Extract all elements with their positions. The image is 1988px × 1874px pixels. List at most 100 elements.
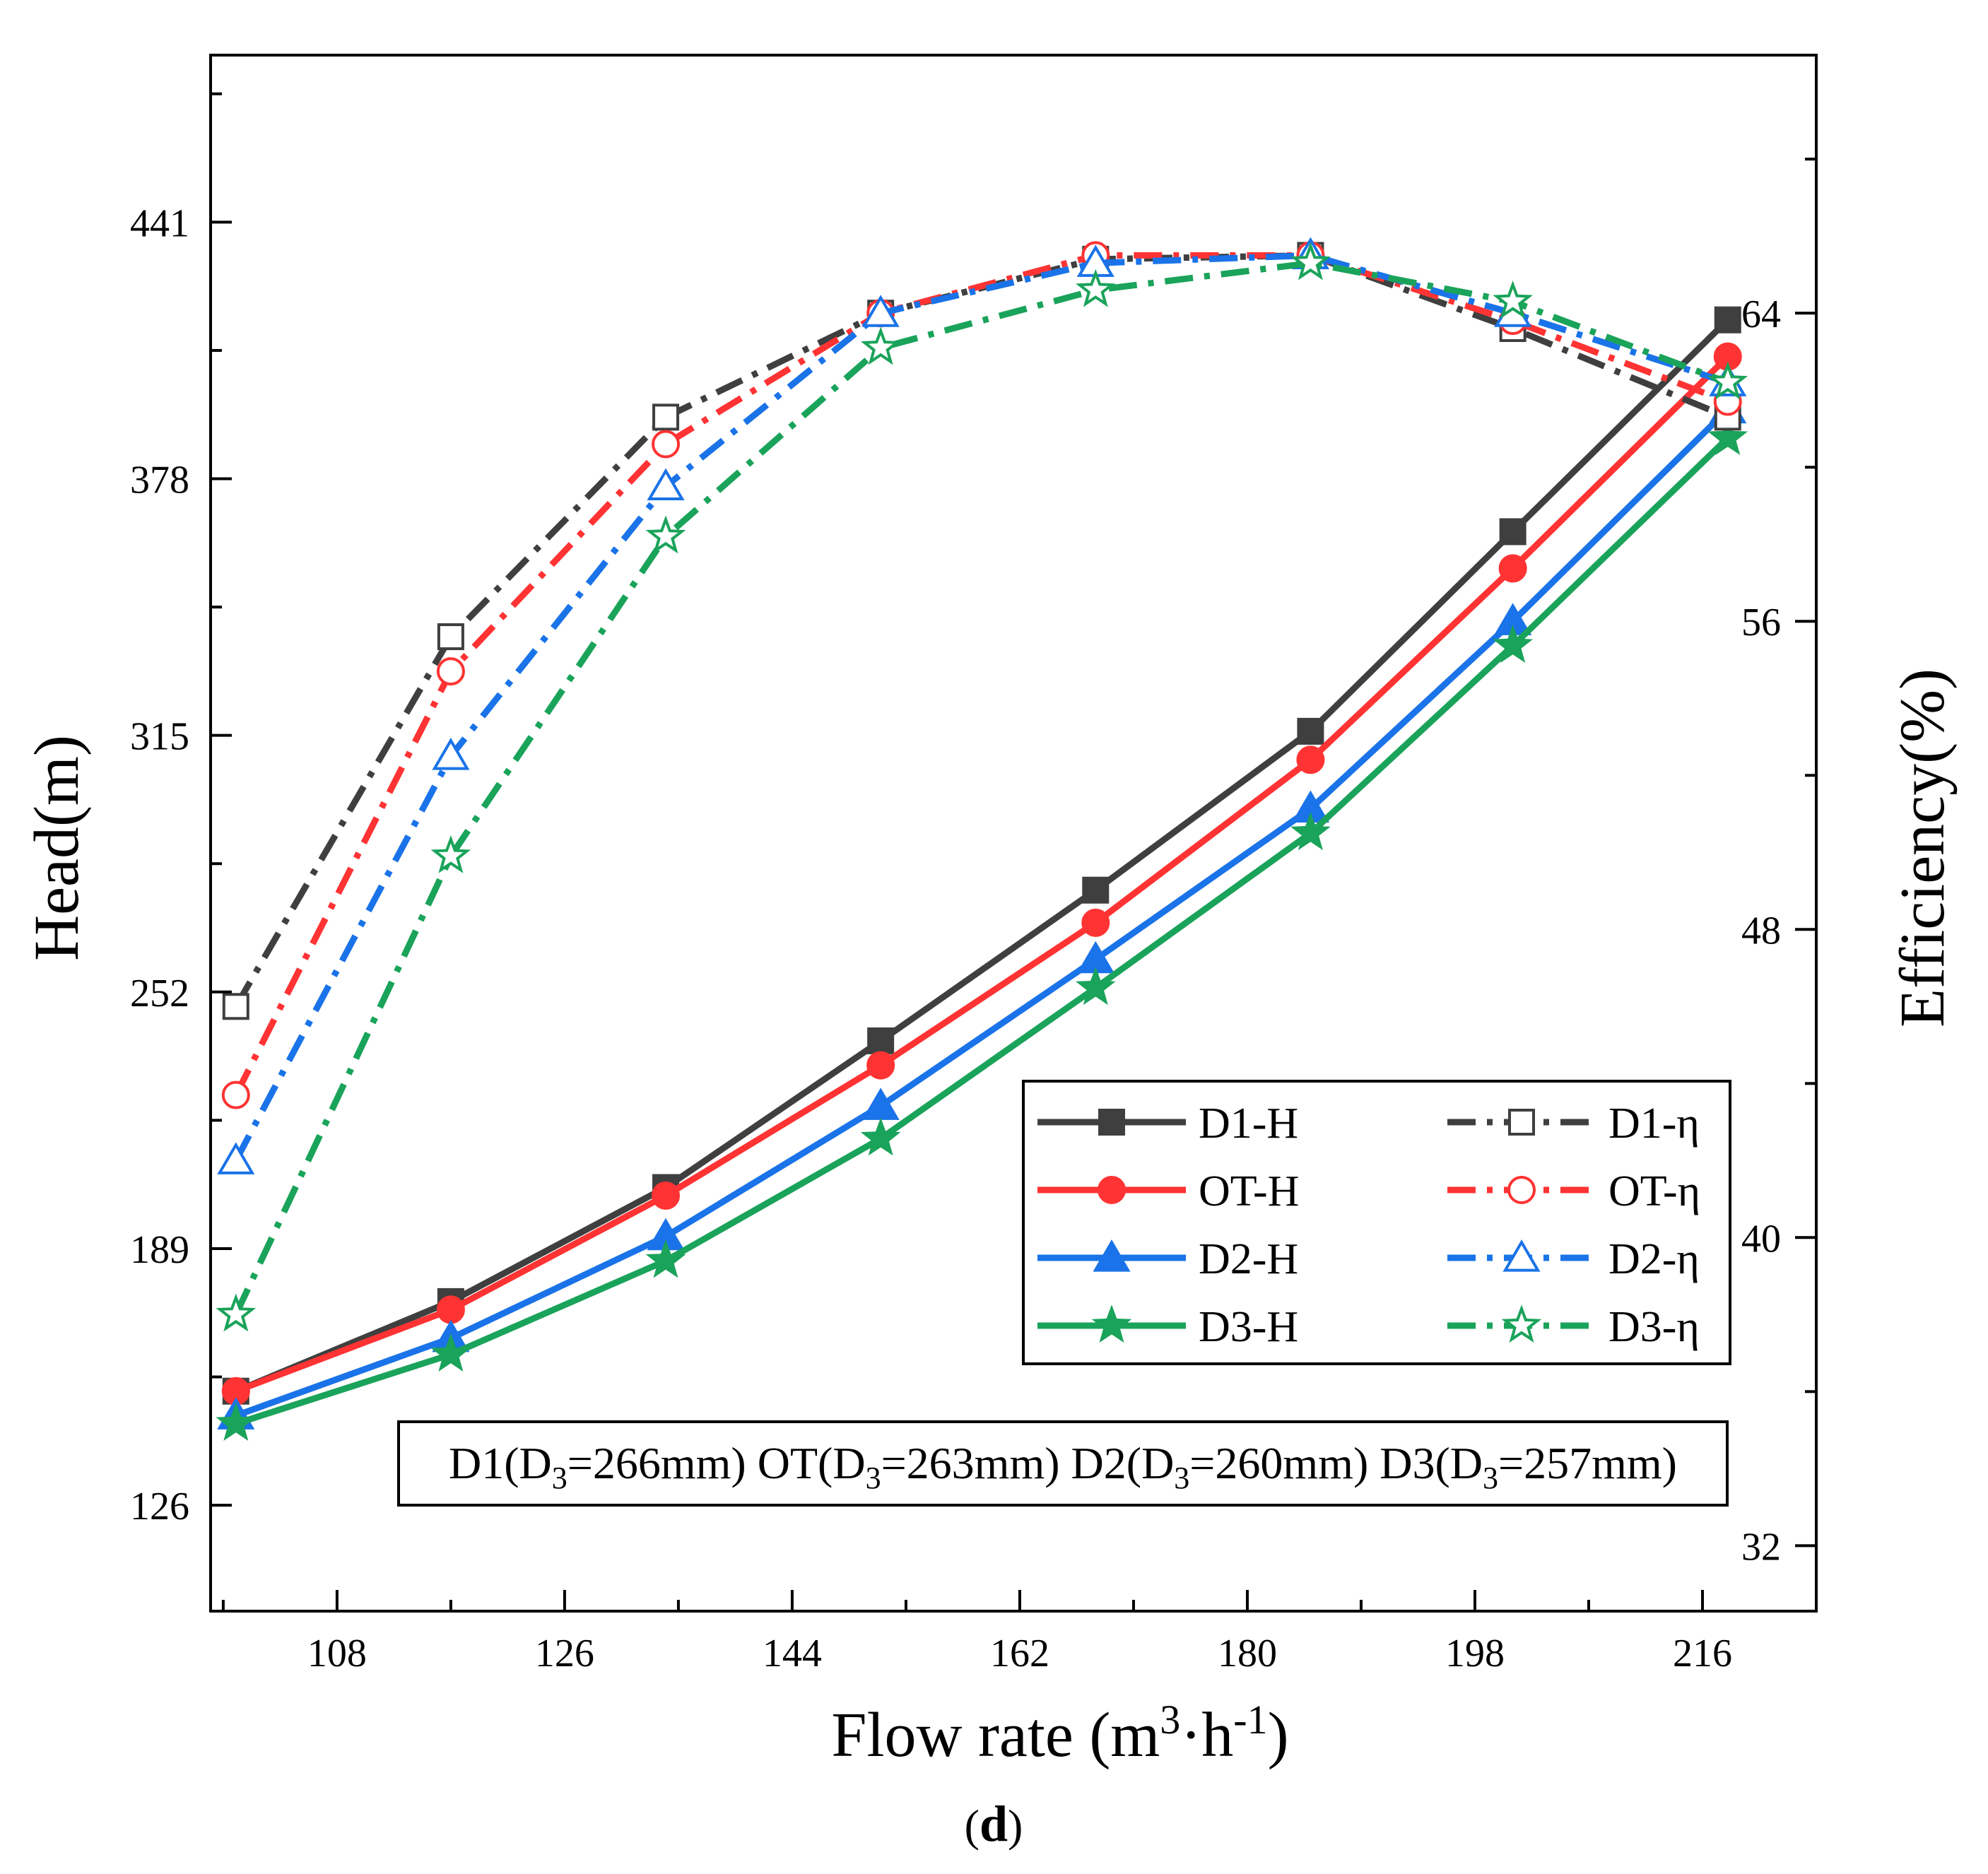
data-point bbox=[437, 623, 464, 651]
series-line bbox=[235, 317, 1730, 1394]
plot-frame bbox=[209, 54, 1818, 1613]
legend-label: D3-H bbox=[1199, 1303, 1298, 1351]
legend-label: D3-η bbox=[1608, 1303, 1700, 1351]
data-point bbox=[1297, 717, 1324, 745]
legend: D1-H OT-H D2-H D3-H D1-η OT-η D2-η D3-η bbox=[1022, 1080, 1731, 1365]
legend-label: D2-η bbox=[1608, 1235, 1700, 1283]
caption-item-value: =263mm) bbox=[881, 1438, 1060, 1488]
plot-area bbox=[216, 237, 1748, 1441]
y-right-axis-title: Efficiency(%) bbox=[1888, 668, 1958, 1027]
y-left-tick-label: 189 bbox=[130, 1228, 189, 1272]
y-right-tick-label: 40 bbox=[1741, 1217, 1781, 1261]
caption-item-value: =260mm) bbox=[1189, 1438, 1368, 1488]
y-left-tick-label: 252 bbox=[130, 972, 189, 1015]
series-d2- bbox=[217, 237, 1747, 1174]
legend-marker bbox=[1501, 1304, 1542, 1343]
caption-text: D1(D3=266mm) OT(D3=263mm) D2(D3=260mm) D… bbox=[449, 1438, 1677, 1495]
data-point bbox=[645, 515, 686, 554]
legend-label: OT-H bbox=[1199, 1167, 1299, 1215]
x-tick-label: 216 bbox=[1673, 1632, 1732, 1675]
legend-marker bbox=[1508, 1109, 1535, 1136]
legend-entry: D1-η bbox=[1447, 1100, 1700, 1148]
data-point bbox=[866, 1051, 895, 1080]
legend-marker bbox=[1091, 1304, 1132, 1343]
legend-entry: OT-H bbox=[1037, 1167, 1299, 1215]
series-line bbox=[235, 354, 1730, 1394]
axes: 108 126 144 162 180 198 216 126 189 252 315 378 441 3… bbox=[130, 54, 1818, 1675]
series-ot-h bbox=[221, 342, 1742, 1406]
data-point bbox=[1290, 242, 1331, 281]
legend-marker bbox=[1507, 1176, 1536, 1204]
data-point bbox=[1499, 518, 1527, 546]
caption-item-value: =257mm) bbox=[1498, 1438, 1677, 1488]
series-line bbox=[233, 259, 1729, 1316]
x-tick-label: 108 bbox=[307, 1632, 367, 1675]
y-left-tick-label: 126 bbox=[130, 1485, 189, 1528]
legend-label: D1-H bbox=[1199, 1100, 1298, 1148]
caption-subscript: 3 bbox=[552, 1461, 567, 1495]
legend-label: D1-η bbox=[1608, 1100, 1700, 1148]
data-point bbox=[1296, 746, 1325, 774]
data-point bbox=[860, 326, 901, 365]
series-ot- bbox=[221, 241, 1742, 1109]
caption-subscript: 3 bbox=[866, 1461, 881, 1495]
data-point bbox=[1707, 417, 1748, 455]
x-tick-label: 198 bbox=[1445, 1632, 1505, 1675]
series-d3-h bbox=[216, 417, 1748, 1441]
data-point bbox=[1082, 876, 1110, 904]
caption-item-label: OT(D bbox=[746, 1438, 866, 1488]
y-right-tick-label: 56 bbox=[1741, 601, 1781, 644]
x-tick-label: 144 bbox=[763, 1632, 822, 1675]
data-point bbox=[1714, 306, 1741, 334]
y-right-tick-label: 48 bbox=[1741, 909, 1781, 953]
data-point bbox=[867, 1027, 895, 1054]
legend-box bbox=[1022, 1080, 1731, 1365]
caption-item-value: =266mm) bbox=[567, 1438, 746, 1488]
legend-entry: D2-η bbox=[1447, 1235, 1700, 1283]
series-line bbox=[233, 252, 1729, 1097]
data-point bbox=[432, 738, 470, 770]
data-point bbox=[216, 1403, 257, 1441]
data-point bbox=[860, 1117, 901, 1156]
legend-entry: D1-H bbox=[1037, 1100, 1298, 1148]
legend-entry: D3-H bbox=[1037, 1303, 1298, 1351]
data-point bbox=[221, 1080, 250, 1109]
legend-entry: D2-H bbox=[1037, 1235, 1298, 1283]
y-right-tick-label: 64 bbox=[1741, 293, 1781, 336]
caption-subscript: 3 bbox=[1174, 1461, 1189, 1495]
y-left-tick-label: 315 bbox=[130, 715, 189, 759]
caption-item-label: D3(D bbox=[1368, 1438, 1483, 1488]
x-tick-label: 126 bbox=[535, 1632, 594, 1675]
panel-label: (d) bbox=[965, 1796, 1023, 1852]
data-point bbox=[1290, 812, 1331, 851]
data-point bbox=[652, 403, 680, 431]
legend-marker bbox=[1502, 1239, 1541, 1272]
data-point bbox=[430, 835, 471, 873]
caption-item-label: D2(D bbox=[1060, 1438, 1175, 1488]
caption-item-label: D1(D bbox=[449, 1438, 552, 1488]
legend-label: OT-η bbox=[1608, 1167, 1700, 1215]
data-point bbox=[647, 468, 685, 501]
data-point bbox=[645, 1239, 686, 1278]
data-point bbox=[861, 295, 900, 327]
y-left-axis-title: Head(m) bbox=[22, 735, 92, 961]
legend-entry: OT-η bbox=[1447, 1167, 1700, 1215]
data-point bbox=[652, 1181, 681, 1210]
legend-label: D2-H bbox=[1199, 1235, 1298, 1283]
caption-box bbox=[397, 1420, 1729, 1507]
y-right-tick-label: 32 bbox=[1741, 1525, 1781, 1569]
data-point bbox=[217, 1142, 255, 1174]
series-line bbox=[235, 435, 1730, 1427]
x-tick-label: 180 bbox=[1218, 1632, 1277, 1675]
data-point bbox=[1075, 967, 1116, 1006]
legend-marker bbox=[1098, 1176, 1126, 1204]
diameter-caption: D1(D3=266mm) OT(D3=263mm) D2(D3=260mm) D… bbox=[397, 1420, 1729, 1507]
data-point bbox=[1707, 361, 1748, 400]
series-d3- bbox=[216, 242, 1748, 1332]
x-tick-label: 162 bbox=[990, 1632, 1049, 1675]
series-line bbox=[233, 252, 1729, 1162]
data-point bbox=[222, 993, 249, 1020]
data-point bbox=[1081, 908, 1110, 937]
data-point bbox=[436, 657, 465, 686]
